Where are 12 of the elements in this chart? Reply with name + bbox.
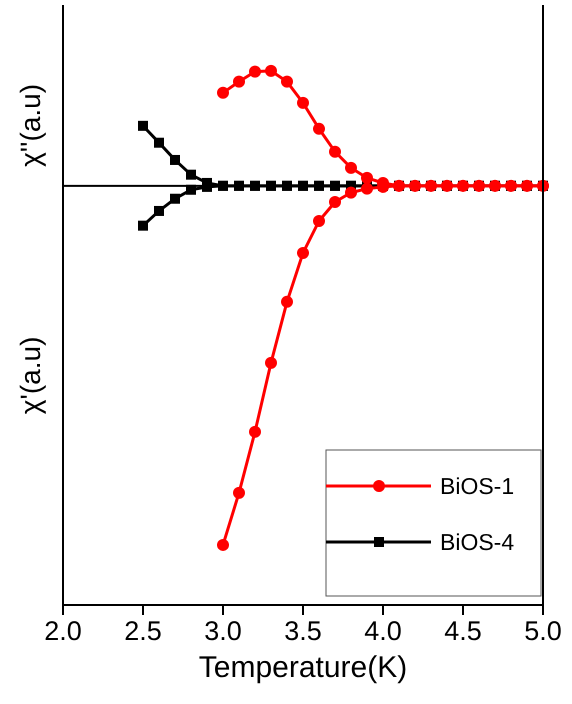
x-tick-label: 3.0 <box>204 616 242 646</box>
x-tick-label: 4.0 <box>364 616 402 646</box>
legend-label: BiOS-1 <box>440 473 514 499</box>
x-tick-label: 5.0 <box>524 616 562 646</box>
x-tick-label: 2.0 <box>44 616 82 646</box>
legend-label: BiOS-4 <box>440 529 514 555</box>
x-tick-label: 4.5 <box>444 616 482 646</box>
x-axis-title: Temperature(K) <box>198 651 408 684</box>
x-tick-label: 3.5 <box>284 616 322 646</box>
text: χ''(a.u) <box>15 84 46 167</box>
y-axis-title: χ'(a.u) <box>15 336 46 414</box>
x-tick-label: 2.5 <box>124 616 162 646</box>
